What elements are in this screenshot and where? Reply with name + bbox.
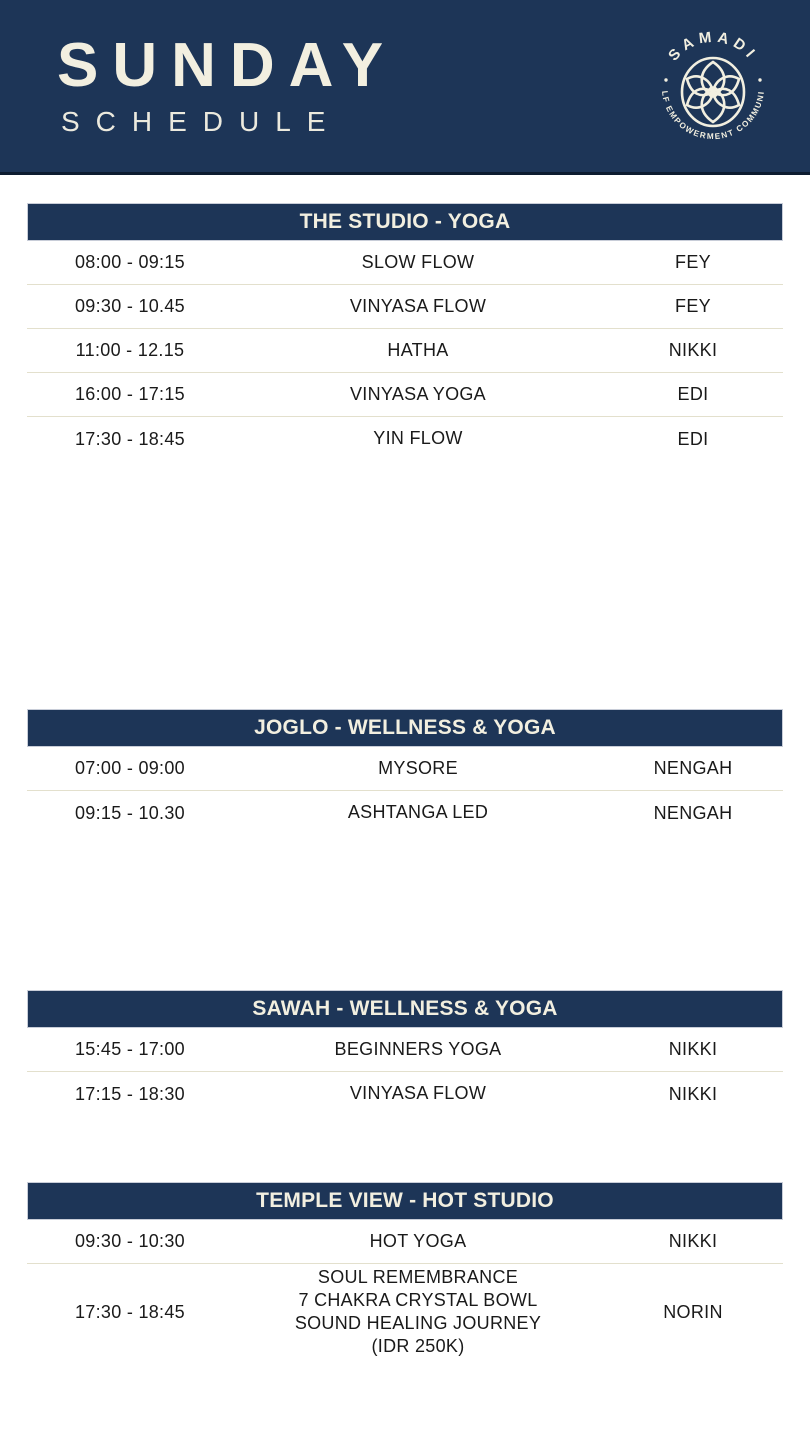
class-time: 09:30 - 10.45 [75, 296, 185, 316]
schedule-section: TEMPLE VIEW - HOT STUDIO 09:30 - 10:30 HOT… [27, 1182, 783, 1360]
class-name-line: VINYASA YOGA [350, 383, 486, 404]
class-name: VINYASA FLOW [233, 295, 603, 318]
class-teacher: EDI [677, 384, 709, 404]
class-row[interactable]: 16:00 - 17:15 VINYASA YOGA EDI [27, 373, 783, 417]
class-teacher: NORIN [663, 1301, 723, 1322]
class-time: 17:15 - 18:30 [75, 1083, 185, 1104]
class-name: HOT YOGA [233, 1230, 603, 1253]
class-name: VINYASA YOGA [233, 383, 603, 406]
class-time: 17:30 - 18:45 [75, 428, 185, 449]
section-title: SAWAH - WELLNESS & YOGA [252, 997, 558, 1020]
class-name: SLOW FLOW [233, 251, 603, 274]
section-header-bar: JOGLO - WELLNESS & YOGA [27, 709, 783, 747]
class-name-line: VINYASA FLOW [349, 1083, 487, 1104]
class-name-line: SOUL REMEMBRANCE [317, 1266, 519, 1287]
section-title: THE STUDIO - YOGA [299, 210, 511, 233]
section-rows: 15:45 - 17:00 BEGINNERS YOGA NIKKI 17:15 - … [27, 1028, 783, 1116]
schedule-section: THE STUDIO - YOGA 08:00 - 09:15 SLOW FLOW F… [27, 203, 783, 461]
class-name-line: HOT YOGA [369, 1230, 467, 1251]
section-header-bar: SAWAH - WELLNESS & YOGA [27, 990, 783, 1028]
class-time: 17:30 - 18:45 [75, 1301, 185, 1322]
class-name: YIN FLOW [233, 427, 603, 450]
class-name-line: YIN FLOW [373, 428, 463, 449]
class-time: 15:45 - 17:00 [75, 1039, 185, 1059]
section-title: TEMPLE VIEW - HOT STUDIO [256, 1189, 554, 1212]
class-row[interactable]: 11:00 - 12.15 HATHA NIKKI [27, 329, 783, 373]
class-name-line: SOUND HEALING JOURNEY [294, 1313, 542, 1333]
section-rows: 08:00 - 09:15 SLOW FLOW FEY 09:30 - 10.45 VI… [27, 241, 783, 461]
class-time: 09:30 - 10:30 [75, 1231, 185, 1251]
header-banner: SUNDAY SCHEDULE SAMADI SELF EMPOWERMENT … [0, 0, 810, 175]
class-name-line: (IDR 250K) [371, 1336, 465, 1357]
class-teacher: NIKKI [668, 1083, 718, 1104]
class-name: SOUL REMEMBRANCE 7 CHAKRA CRYSTAL BOWL SOU… [233, 1266, 603, 1358]
class-time: 07:00 - 09:00 [75, 758, 185, 778]
class-teacher: NIKKI [668, 1231, 718, 1251]
class-row[interactable]: 09:30 - 10.45 VINYASA FLOW FEY [27, 285, 783, 329]
class-name: VINYASA FLOW [233, 1082, 603, 1105]
page-subtitle: SCHEDULE [61, 106, 342, 138]
class-name: HATHA [233, 339, 603, 362]
class-teacher: FEY [675, 296, 711, 316]
class-teacher: NIKKI [668, 1039, 718, 1059]
section-title: JOGLO - WELLNESS & YOGA [254, 716, 556, 739]
class-row[interactable]: 09:30 - 10:30 HOT YOGA NIKKI [27, 1220, 783, 1264]
class-row[interactable]: 17:30 - 18:45 YIN FLOW EDI [27, 417, 783, 461]
class-name-line: 7 CHAKRA CRYSTAL BOWL [298, 1289, 538, 1310]
class-name-line: VINYASA FLOW [349, 295, 487, 316]
class-time: 09:15 - 10.30 [75, 802, 185, 823]
class-name: MYSORE [233, 757, 603, 780]
class-name-line: BEGINNERS YOGA [334, 1038, 502, 1059]
class-name: BEGINNERS YOGA [233, 1038, 603, 1061]
class-name-line: SLOW FLOW [361, 251, 475, 272]
section-header-bar: TEMPLE VIEW - HOT STUDIO [27, 1182, 783, 1220]
class-row[interactable]: 17:30 - 18:45 SOUL REMEMBRANCE 7 CHAKRA CR… [27, 1264, 783, 1360]
class-row[interactable]: 17:15 - 18:30 VINYASA FLOW NIKKI [27, 1072, 783, 1116]
samadi-logo: SAMADI SELF EMPOWERMENT COMMUNITY [647, 22, 779, 154]
class-row[interactable]: 09:15 - 10.30 ASHTANGA LED NENGAH [27, 791, 783, 835]
class-teacher: NENGAH [653, 802, 733, 823]
class-name-line: ASHTANGA LED [347, 802, 489, 823]
class-row[interactable]: 07:00 - 09:00 MYSORE NENGAH [27, 747, 783, 791]
section-rows: 09:30 - 10:30 HOT YOGA NIKKI 17:30 - 18:45 S… [27, 1220, 783, 1360]
class-row[interactable]: 15:45 - 17:00 BEGINNERS YOGA NIKKI [27, 1028, 783, 1072]
page-title: SUNDAY [57, 31, 398, 100]
schedule-section: JOGLO - WELLNESS & YOGA 07:00 - 09:00 MYSO… [27, 709, 783, 835]
class-teacher: FEY [675, 252, 711, 272]
class-teacher: NENGAH [653, 758, 733, 778]
class-name: ASHTANGA LED [233, 801, 603, 824]
class-row[interactable]: 08:00 - 09:15 SLOW FLOW FEY [27, 241, 783, 285]
class-teacher: EDI [677, 428, 709, 449]
class-name-line: HATHA [387, 339, 449, 360]
class-time: 11:00 - 12.15 [75, 340, 185, 360]
header-titles: SUNDAY SCHEDULE [57, 34, 397, 138]
class-time: 08:00 - 09:15 [75, 252, 185, 272]
class-teacher: NIKKI [668, 340, 718, 360]
schedule-section: SAWAH - WELLNESS & YOGA 15:45 - 17:00 BEGI… [27, 990, 783, 1116]
section-rows: 07:00 - 09:00 MYSORE NENGAH 09:15 - 10.30 AS… [27, 747, 783, 835]
class-time: 16:00 - 17:15 [75, 384, 185, 404]
class-name-line: MYSORE [378, 757, 458, 778]
section-header-bar: THE STUDIO - YOGA [27, 203, 783, 241]
